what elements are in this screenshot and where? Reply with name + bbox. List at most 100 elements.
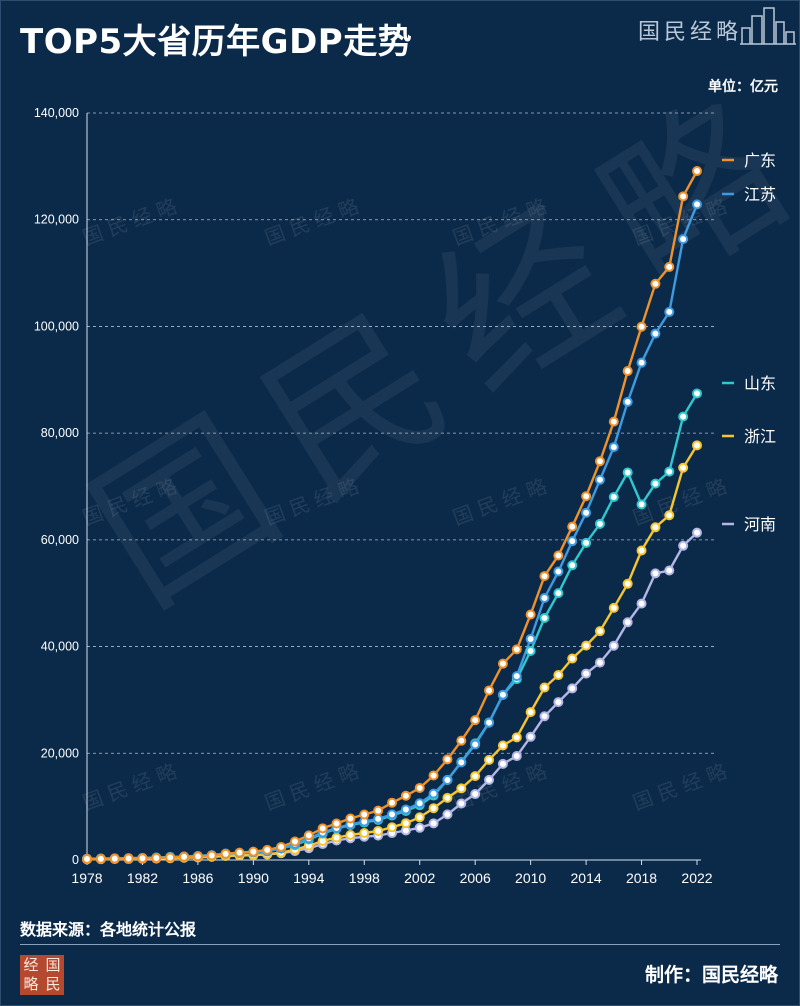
- legend-label: 广东: [744, 151, 776, 170]
- data-point: [206, 850, 217, 861]
- data-point: [594, 474, 605, 485]
- x-tick-label: 1998: [349, 870, 380, 886]
- data-point: [567, 683, 578, 694]
- series-line: [86, 392, 699, 860]
- data-source: 数据来源：各地统计公报: [20, 920, 197, 939]
- y-tick-label: 20,000: [41, 746, 79, 760]
- data-point: [567, 521, 578, 532]
- data-point: [553, 670, 564, 681]
- data-point: [594, 657, 605, 668]
- data-point: [234, 847, 245, 858]
- data-point: [414, 812, 425, 823]
- data-point: [192, 851, 203, 862]
- data-point: [387, 797, 397, 808]
- data-point: [414, 782, 425, 793]
- data-point: [470, 789, 481, 800]
- data-point: [484, 774, 495, 785]
- y-tick-label: 80,000: [41, 426, 79, 440]
- data-point: [497, 689, 508, 700]
- chart-title: TOP5大省历年GDP走势: [20, 22, 413, 62]
- x-tick-label: 2006: [460, 870, 491, 886]
- data-point: [484, 717, 495, 728]
- data-point: [387, 822, 397, 833]
- data-point: [400, 818, 411, 829]
- data-point: [387, 809, 397, 820]
- data-point: [442, 809, 453, 820]
- data-point: [525, 731, 536, 742]
- data-point: [636, 545, 647, 556]
- data-point: [123, 853, 134, 864]
- x-tick-label: 1986: [182, 870, 213, 886]
- data-point: [525, 646, 536, 657]
- credit-label: 制作：国民经略: [644, 964, 778, 986]
- data-point: [650, 568, 661, 579]
- data-point: [650, 278, 661, 289]
- data-point: [359, 809, 370, 820]
- y-tick-label: 120,000: [34, 213, 79, 227]
- data-point: [539, 711, 550, 722]
- data-point: [567, 653, 578, 664]
- seal-char: 民: [45, 975, 61, 993]
- data-point: [581, 640, 592, 651]
- x-tick-label: 1990: [238, 870, 269, 886]
- data-point: [678, 234, 689, 245]
- data-point: [414, 798, 425, 809]
- x-tick-label: 1982: [127, 870, 158, 886]
- data-point: [428, 803, 439, 814]
- data-point: [442, 774, 453, 785]
- data-point: [428, 818, 439, 829]
- data-point: [608, 602, 619, 613]
- data-point: [442, 754, 453, 765]
- data-point: [636, 357, 647, 368]
- data-point: [525, 707, 536, 718]
- data-point: [608, 442, 619, 453]
- data-point: [248, 846, 259, 857]
- series-line: [86, 444, 699, 861]
- data-point: [678, 191, 689, 202]
- data-point: [692, 199, 702, 210]
- series-line: [86, 203, 699, 860]
- data-point: [650, 522, 661, 533]
- data-point: [137, 853, 148, 864]
- data-point: [622, 396, 633, 407]
- x-tick-label: 2022: [681, 870, 712, 886]
- data-point: [553, 588, 564, 599]
- data-point: [594, 518, 605, 529]
- data-point: [553, 697, 564, 708]
- data-point: [622, 365, 633, 376]
- data-point: [636, 321, 647, 332]
- data-point: [608, 492, 619, 503]
- data-point: [262, 844, 273, 855]
- data-point: [594, 456, 605, 467]
- data-point: [428, 788, 439, 799]
- x-tick-label: 2010: [515, 870, 546, 886]
- data-point: [581, 537, 592, 548]
- data-point: [497, 758, 508, 769]
- seal-char: 经: [23, 956, 39, 974]
- data-point: [567, 536, 578, 547]
- data-point: [456, 735, 467, 746]
- x-tick-label: 2002: [404, 870, 435, 886]
- data-point: [456, 798, 467, 809]
- data-point: [373, 825, 384, 836]
- data-point: [470, 739, 481, 750]
- data-point: [442, 792, 453, 803]
- data-point: [622, 467, 633, 478]
- data-point: [400, 804, 411, 815]
- data-point: [622, 617, 633, 628]
- y-tick-label: 40,000: [41, 640, 79, 654]
- x-tick-label: 2018: [626, 870, 657, 886]
- data-point: [539, 592, 550, 603]
- data-point: [165, 852, 176, 863]
- data-point: [581, 491, 592, 502]
- data-point: [539, 612, 550, 623]
- data-point: [664, 466, 675, 477]
- data-point: [525, 633, 536, 644]
- data-point: [525, 609, 536, 620]
- data-point: [331, 818, 342, 829]
- data-point: [511, 644, 522, 655]
- data-point: [553, 550, 564, 561]
- x-tick-label: 1994: [293, 870, 324, 886]
- data-point: [484, 685, 495, 696]
- data-point: [636, 598, 647, 609]
